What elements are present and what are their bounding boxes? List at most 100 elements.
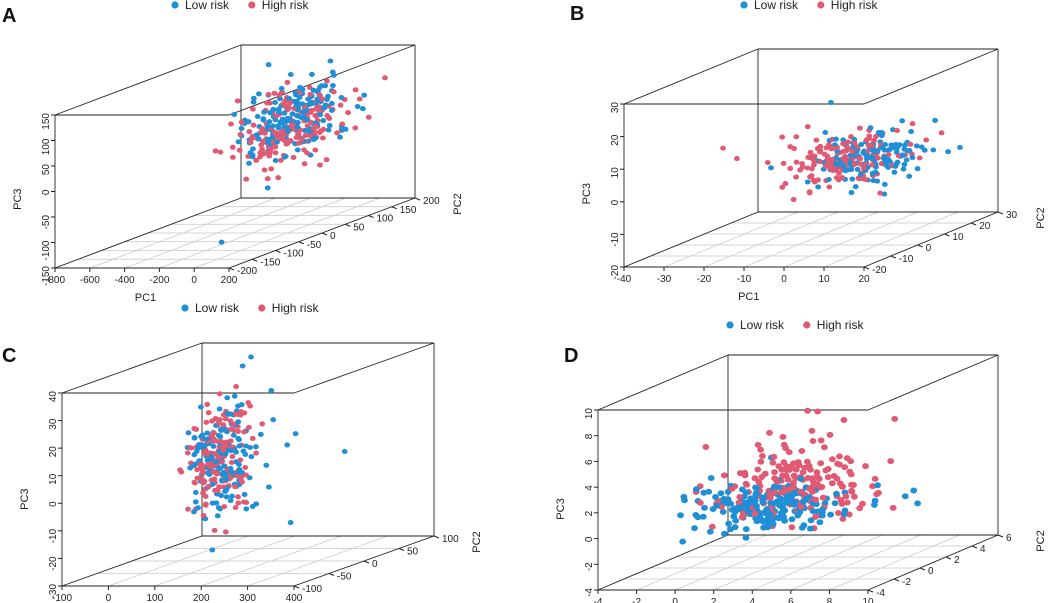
point-high-risk (797, 503, 805, 510)
point-low-risk (249, 503, 256, 509)
point-high-risk (210, 469, 217, 475)
y-tick-label: -10 (899, 254, 914, 265)
point-low-risk (809, 508, 817, 515)
point-low-risk (223, 494, 230, 500)
point-low-risk (930, 147, 937, 153)
point-low-risk (779, 504, 787, 511)
point-high-risk (835, 510, 842, 516)
point-high-risk (275, 175, 282, 181)
point-high-risk (793, 174, 799, 180)
point-high-risk (290, 154, 297, 160)
point-low-risk (235, 419, 242, 425)
y-axis-title: PC2 (1035, 207, 1047, 228)
point-high-risk (759, 453, 766, 459)
point-low-risk (296, 95, 303, 101)
point-low-risk (900, 166, 907, 172)
point-low-risk (841, 507, 849, 514)
point-high-risk (836, 480, 844, 487)
point-low-risk (301, 114, 307, 120)
point-low-risk (204, 430, 211, 436)
point-low-risk (881, 181, 888, 187)
z-tick-label: 0 (41, 189, 52, 195)
point-low-risk (834, 161, 840, 168)
point-low-risk (747, 495, 755, 502)
point-high-risk (809, 478, 817, 485)
point-low-risk (217, 427, 224, 433)
point-low-risk (840, 163, 847, 169)
point-low-risk (794, 512, 802, 519)
point-low-risk (788, 516, 796, 523)
point-high-risk (894, 128, 900, 134)
point-high-risk (828, 480, 836, 487)
point-high-risk (228, 459, 235, 466)
box-edge (867, 534, 999, 591)
point-high-risk (264, 176, 271, 182)
point-low-risk (310, 87, 317, 93)
point-high-risk (821, 444, 828, 451)
plot-box (623, 48, 999, 268)
point-high-risk (243, 472, 250, 478)
point-high-risk (782, 181, 789, 187)
point-high-risk (804, 124, 811, 130)
x-tick-label: -800 (45, 275, 65, 286)
point-low-risk (699, 513, 707, 520)
point-low-risk (826, 176, 832, 183)
point-low-risk (195, 505, 202, 511)
point-high-risk (238, 477, 245, 483)
point-high-risk (232, 484, 239, 490)
point-low-risk (275, 123, 282, 129)
point-high-risk (849, 149, 856, 155)
point-high-risk (843, 499, 851, 506)
point-high-risk (330, 89, 337, 95)
y-tick-label: 4 (980, 544, 986, 555)
data-points (177, 354, 348, 553)
panel-letter: C (2, 345, 16, 367)
x-tick-label: -2 (632, 597, 641, 603)
y-tick (414, 197, 421, 201)
y-axis-title: PC2 (1035, 530, 1047, 551)
point-low-risk (874, 482, 881, 489)
point-high-risk (265, 91, 272, 98)
point-high-risk (771, 475, 778, 482)
point-high-risk (200, 512, 207, 519)
y-tick (328, 573, 335, 576)
point-low-risk (901, 146, 908, 152)
point-low-risk (712, 494, 719, 500)
point-high-risk (236, 147, 243, 153)
point-high-risk (757, 446, 764, 453)
point-high-risk (213, 488, 220, 494)
point-high-risk (298, 137, 305, 143)
point-high-risk (851, 161, 858, 167)
point-low-risk (783, 499, 790, 506)
y-tick-label: 100 (377, 214, 394, 225)
point-high-risk (222, 529, 229, 535)
point-high-risk (829, 456, 836, 463)
point-low-risk (214, 513, 221, 519)
z-tick-label: 100 (41, 138, 52, 155)
point-high-risk (301, 161, 308, 167)
point-high-risk (780, 160, 787, 166)
point-low-risk (223, 476, 230, 482)
point-high-risk (848, 487, 855, 494)
point-low-risk (224, 429, 230, 435)
point-high-risk (365, 114, 372, 120)
point-high-risk (205, 462, 211, 468)
point-high-risk (264, 100, 270, 106)
point-high-risk (792, 475, 799, 482)
point-low-risk (212, 459, 219, 465)
point-low-risk (272, 99, 278, 106)
point-low-risk (832, 142, 838, 148)
point-low-risk (874, 178, 881, 184)
point-low-risk (235, 139, 242, 145)
y-tick (293, 585, 300, 589)
point-low-risk (680, 493, 688, 500)
y-tick (228, 267, 235, 271)
point-low-risk (235, 435, 242, 441)
point-low-risk (294, 147, 301, 153)
point-low-risk (312, 135, 319, 141)
point-low-risk (261, 109, 267, 115)
point-high-risk (185, 506, 191, 512)
y-tick (893, 578, 900, 582)
point-low-risk (249, 154, 256, 160)
point-high-risk (842, 154, 849, 160)
